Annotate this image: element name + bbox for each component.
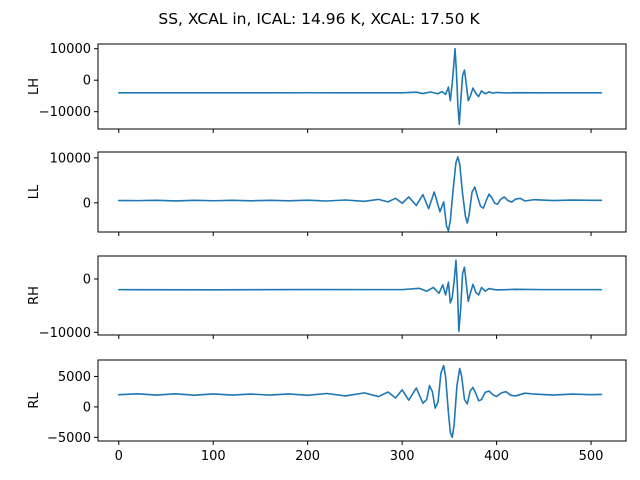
y-tick-label: 10000 — [50, 42, 91, 57]
x-tick-label: 400 — [484, 449, 509, 464]
series-line — [117, 259, 603, 333]
figure-title: SS, XCAL in, ICAL: 14.96 K, XCAL: 17.50 … — [158, 10, 480, 28]
y-tick-label: 0 — [83, 196, 91, 211]
x-tick-label: 0 — [115, 449, 123, 464]
y-tick-label: −5000 — [47, 431, 91, 446]
axes-frame — [97, 151, 627, 233]
axes-frame — [97, 255, 627, 336]
series-line — [117, 47, 603, 126]
y-axis-label: RL — [27, 392, 42, 409]
series-line — [117, 156, 603, 232]
y-tick-label: 0 — [83, 272, 91, 287]
x-tick-label: 100 — [201, 449, 226, 464]
y-tick-label: −10000 — [39, 105, 91, 120]
subplot-lh: 10000 0 −10000 LH — [27, 42, 627, 133]
y-axis-label: RH — [27, 286, 42, 305]
subplot-ll: 10000 0 LL — [27, 151, 627, 236]
x-tick-label: 300 — [390, 449, 415, 464]
x-tick-label: 500 — [579, 449, 604, 464]
y-tick-label: 0 — [83, 400, 91, 415]
axes-frame — [97, 359, 627, 442]
y-tick-label: 5000 — [58, 370, 91, 385]
y-axis-label: LL — [27, 184, 42, 199]
y-axis-label: LH — [27, 78, 42, 95]
subplots: 10000 0 −10000 LH 10000 0 LL 0 −10000 RH 0 100 200 30… — [27, 42, 627, 464]
subplot-rh: 0 −10000 RH — [27, 255, 627, 341]
y-tick-label: 10000 — [50, 151, 91, 166]
series-line — [117, 364, 603, 439]
axes-frame — [97, 43, 627, 130]
subplot-rl: 0 100 200 300 400 500 5000 0 −5000 RL — [27, 359, 627, 464]
x-tick-label: 200 — [295, 449, 320, 464]
y-tick-label: 0 — [83, 74, 91, 89]
y-tick-label: −10000 — [39, 326, 91, 341]
